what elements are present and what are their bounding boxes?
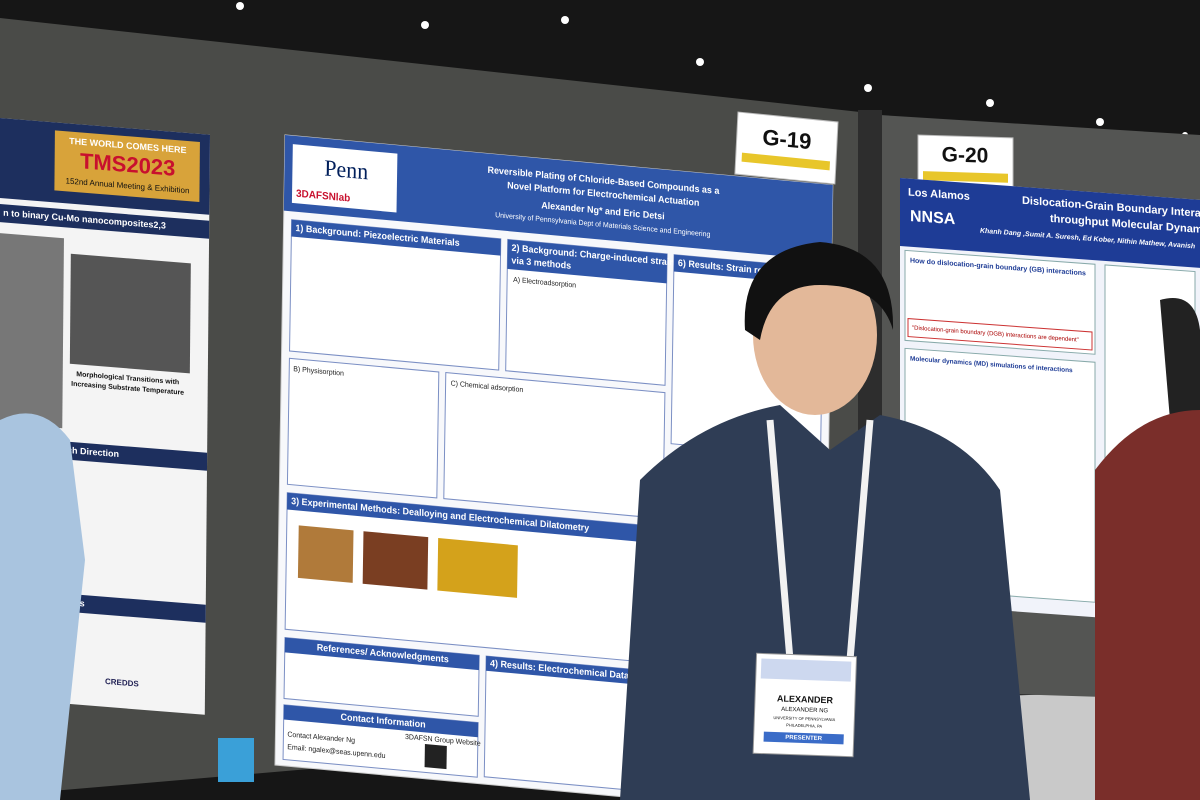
light [864,84,872,92]
sample-photo [437,538,518,598]
text: PHILADELPHIA, PA [786,722,822,728]
sign-strip [923,171,1008,183]
qr-code [424,743,447,770]
text: PRESENTER [785,735,823,742]
section-bar [284,637,480,671]
logo-panel [291,144,398,213]
person-sweater [620,405,1030,800]
text: ALEXANDER NG [781,707,829,715]
text: ALEXANDER [777,693,834,705]
section [286,357,440,499]
section-bar [283,704,479,738]
name-badge: ALEXANDER ALEXANDER NG UNIVERSITY OF PEN… [752,652,858,758]
board-number: G-19 [762,124,812,154]
section [443,372,666,520]
person-hair [1160,298,1200,440]
light [236,2,244,10]
light [561,16,569,24]
text: NNSA [910,207,956,228]
section-bar [507,239,668,284]
lanyard [766,419,874,661]
micrograph [69,253,191,374]
poster-header [900,178,1200,268]
section-bar [291,219,501,256]
person-hair [744,242,894,340]
ceiling-lights [236,2,1188,138]
section-bar [0,204,210,239]
light [986,99,994,107]
board-sign: G-20 [917,134,1014,189]
badge-role-bar [763,731,844,745]
section-bar [485,656,636,685]
board-number: G-20 [942,143,989,167]
poster-header [283,135,833,261]
sample-photo [297,525,354,583]
light [696,58,704,66]
badge-banner [760,658,852,682]
sign-strip [741,152,830,171]
text: UNIVERSITY OF PENNSYLVANIA [773,715,835,722]
sample-photo [362,531,429,590]
text: Los Alamos [908,186,970,203]
text: CREDDS [105,677,139,689]
section [289,219,502,371]
person-sweater [1095,410,1200,800]
light [1096,118,1104,126]
quote-box [907,318,1093,351]
board-sign: G-19 [734,111,839,185]
conference-logo [54,130,200,203]
text: Penn [324,155,368,185]
text: 3DAFSNlab [296,188,350,204]
person-shirt [0,413,85,800]
micrograph [0,233,64,429]
cup [218,738,254,782]
light [421,21,429,29]
